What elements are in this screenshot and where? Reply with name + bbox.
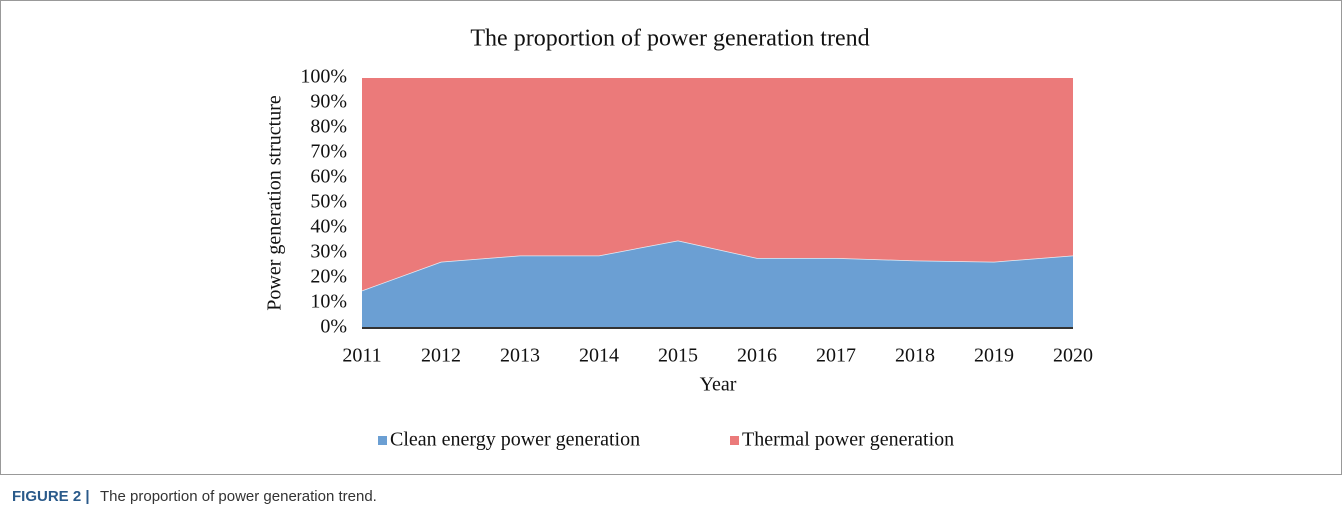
x-tick-label: 2016 xyxy=(737,345,777,367)
x-tick-label: 2018 xyxy=(895,345,935,367)
y-tick-label: 0% xyxy=(320,316,347,338)
y-tick-label: 80% xyxy=(310,116,347,138)
y-tick-label: 40% xyxy=(310,216,347,238)
area xyxy=(362,240,1073,328)
x-tick-label: 2011 xyxy=(342,345,381,367)
x-tick-label: 2019 xyxy=(974,345,1014,367)
x-axis-label: Year xyxy=(700,374,737,396)
x-tick-label: 2012 xyxy=(421,345,461,367)
y-tick-label: 20% xyxy=(310,266,347,288)
y-axis-label: Power generation structure xyxy=(264,95,286,311)
y-tick-label: 50% xyxy=(310,191,347,213)
x-tick-label: 2017 xyxy=(816,345,856,367)
caption: The proportion of power generation trend… xyxy=(100,488,377,505)
legend-label: Thermal power generation xyxy=(742,429,954,451)
legend-swatch xyxy=(378,436,387,445)
legend-label: Clean energy power generation xyxy=(390,429,640,451)
legend-swatch xyxy=(730,436,739,445)
y-tick-label: 90% xyxy=(310,91,347,113)
chart-title: The proportion of power generation trend xyxy=(470,26,869,52)
x-tick-label: 2014 xyxy=(579,345,619,367)
x-tick-label: 2015 xyxy=(658,345,698,367)
x-tick-label: 2020 xyxy=(1053,345,1093,367)
y-tick-label: 30% xyxy=(310,241,347,263)
caption-label: FIGURE 2 | xyxy=(12,488,90,505)
x-tick-label: 2013 xyxy=(500,345,540,367)
y-tick-label: 10% xyxy=(310,291,347,313)
y-tick-label: 100% xyxy=(300,66,347,88)
y-tick-label: 60% xyxy=(310,166,347,188)
y-tick-label: 70% xyxy=(310,141,347,163)
area xyxy=(362,78,1073,291)
